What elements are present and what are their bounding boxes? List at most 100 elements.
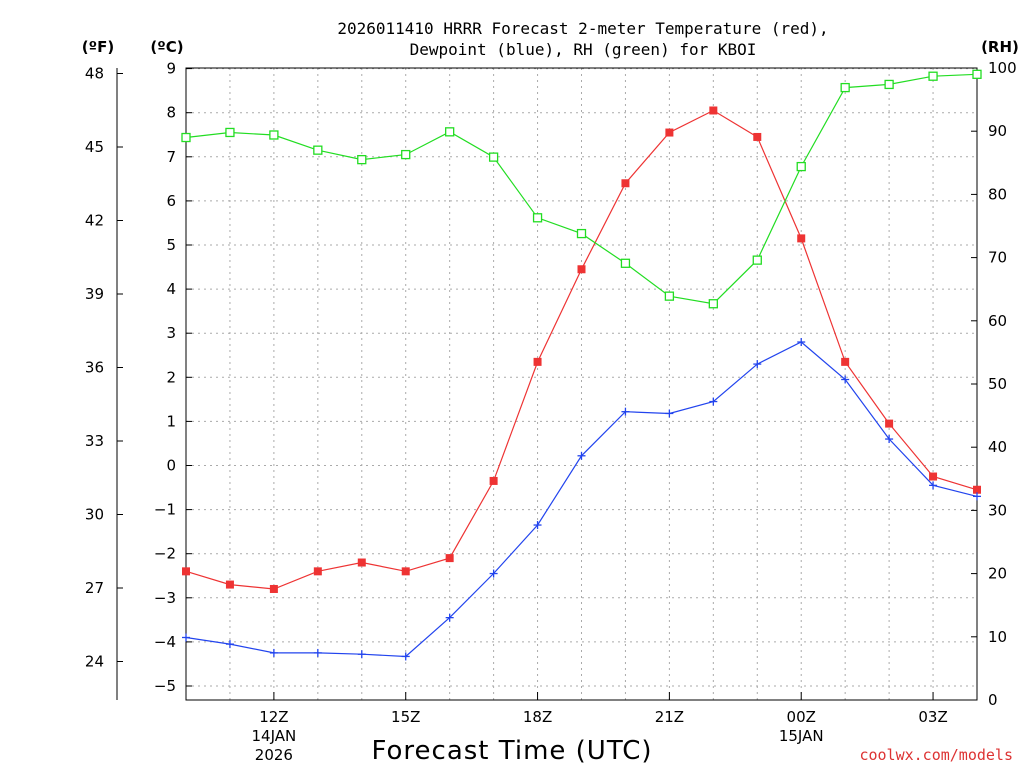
temperature-point — [357, 558, 366, 567]
rh-tick-label: 50 — [988, 375, 1007, 393]
rh-tick-label: 70 — [988, 249, 1007, 267]
temperature-point — [841, 357, 850, 366]
x-tick-label: 03Z — [918, 708, 947, 726]
dewpoint-point — [357, 650, 366, 659]
dewpoint-point — [182, 633, 190, 642]
rh-point — [488, 152, 499, 162]
celsius-tick-label: 8 — [166, 104, 176, 122]
dewpoint-point — [665, 409, 674, 418]
chart-title-line1: 2026011410 HRRR Forecast 2-meter Tempera… — [337, 19, 828, 38]
fahrenheit-tick-label: 30 — [85, 506, 104, 524]
x-tick-date-label: 14JAN — [252, 727, 297, 745]
fahrenheit-unit-label: (ºF) — [82, 38, 114, 56]
temperature-point — [753, 132, 762, 141]
fahrenheit-tick-label: 39 — [85, 285, 104, 303]
dewpoint-point — [885, 435, 894, 444]
dewpoint-point — [753, 360, 762, 369]
x-axis-title: Forecast Time (UTC) — [371, 736, 652, 766]
x-tick-label: 12Z — [259, 708, 288, 726]
temperature-point — [225, 580, 234, 589]
celsius-tick-label: 2 — [166, 368, 176, 386]
temperature-point — [797, 234, 806, 243]
dewpoint-point — [973, 492, 981, 501]
x-tick-date-label: 15JAN — [779, 727, 824, 745]
temperature-point — [182, 567, 190, 576]
rh-point — [928, 71, 938, 81]
temperature-point — [533, 357, 542, 366]
rh-point — [269, 130, 279, 140]
series-rh — [181, 69, 982, 309]
rh-point — [752, 255, 762, 265]
celsius-tick-label: 4 — [166, 280, 176, 298]
temperature-point — [313, 567, 322, 576]
fahrenheit-tick-label: 36 — [85, 359, 104, 377]
celsius-tick-label: 0 — [166, 457, 176, 475]
dewpoint-point — [313, 648, 322, 657]
temperature-point — [489, 476, 498, 485]
rh-point — [181, 132, 191, 143]
rh-unit-label: (RH) — [981, 38, 1019, 56]
chart-title-line2: Dewpoint (blue), RH (green) for KBOI — [410, 40, 757, 59]
dewpoint-point — [577, 451, 586, 460]
dewpoint-point — [401, 652, 410, 661]
temperature-point — [621, 179, 630, 188]
rh-tick-label: 10 — [988, 628, 1007, 646]
dewpoint-point — [445, 613, 454, 622]
celsius-tick-label: 7 — [166, 148, 176, 166]
rh-point — [664, 291, 675, 301]
fahrenheit-tick-label: 48 — [85, 65, 104, 83]
celsius-tick-label: −2 — [154, 545, 176, 563]
fahrenheit-tick-label: 45 — [85, 138, 104, 156]
rh-tick-label: 40 — [988, 438, 1007, 456]
temperature-point — [709, 106, 718, 115]
rh-point — [532, 213, 543, 223]
rh-point — [576, 228, 587, 239]
rh-point — [313, 145, 323, 155]
rh-point — [445, 127, 455, 137]
plot-frame — [185, 67, 978, 701]
celsius-tick-label: 1 — [166, 412, 176, 430]
rh-tick-label: 100 — [988, 59, 1017, 77]
celsius-tick-label: 5 — [166, 236, 176, 254]
dewpoint-point — [489, 569, 498, 578]
temperature-point — [401, 567, 410, 576]
rh-tick-label: 60 — [988, 312, 1007, 330]
series-dewpoint — [182, 338, 981, 661]
temperature-point — [665, 128, 674, 137]
x-tick-year-label: 2026 — [255, 746, 293, 764]
rh-point — [708, 299, 718, 309]
fahrenheit-tick-label: 27 — [85, 579, 104, 597]
temperature-point — [885, 419, 894, 428]
temperature-point — [445, 554, 454, 563]
celsius-unit-label: (ºC) — [150, 38, 183, 56]
x-tick-label: 18Z — [523, 708, 552, 726]
rh-point — [796, 161, 806, 172]
rh-point — [884, 79, 894, 90]
series-layer — [181, 69, 982, 661]
dewpoint-point — [841, 375, 850, 384]
rh-point — [840, 82, 850, 93]
dewpoint-point — [797, 338, 806, 347]
rh-point — [972, 69, 982, 79]
celsius-tick-label: 6 — [166, 192, 176, 210]
temperature-point — [577, 265, 586, 274]
rh-tick-label: 0 — [988, 691, 998, 709]
celsius-tick-label: 9 — [166, 60, 176, 78]
rh-point — [401, 149, 411, 160]
dewpoint-point — [533, 521, 542, 530]
dewpoint-point — [621, 407, 630, 416]
fahrenheit-tick-label: 42 — [85, 212, 104, 230]
rh-point — [620, 258, 631, 268]
temperature-point — [929, 472, 938, 481]
credit-text: coolwx.com/models — [859, 746, 1013, 764]
celsius-tick-label: −1 — [154, 501, 176, 519]
x-tick-label: 15Z — [391, 708, 420, 726]
axis-layer: 9876543210−1−2−3−4−548454239363330272410… — [85, 59, 1017, 764]
grid-layer — [186, 68, 977, 700]
rh-point — [357, 154, 367, 165]
rh-tick-label: 20 — [988, 565, 1007, 583]
celsius-tick-label: 3 — [166, 324, 176, 342]
dewpoint-point — [225, 640, 234, 649]
x-tick-label: 21Z — [655, 708, 684, 726]
